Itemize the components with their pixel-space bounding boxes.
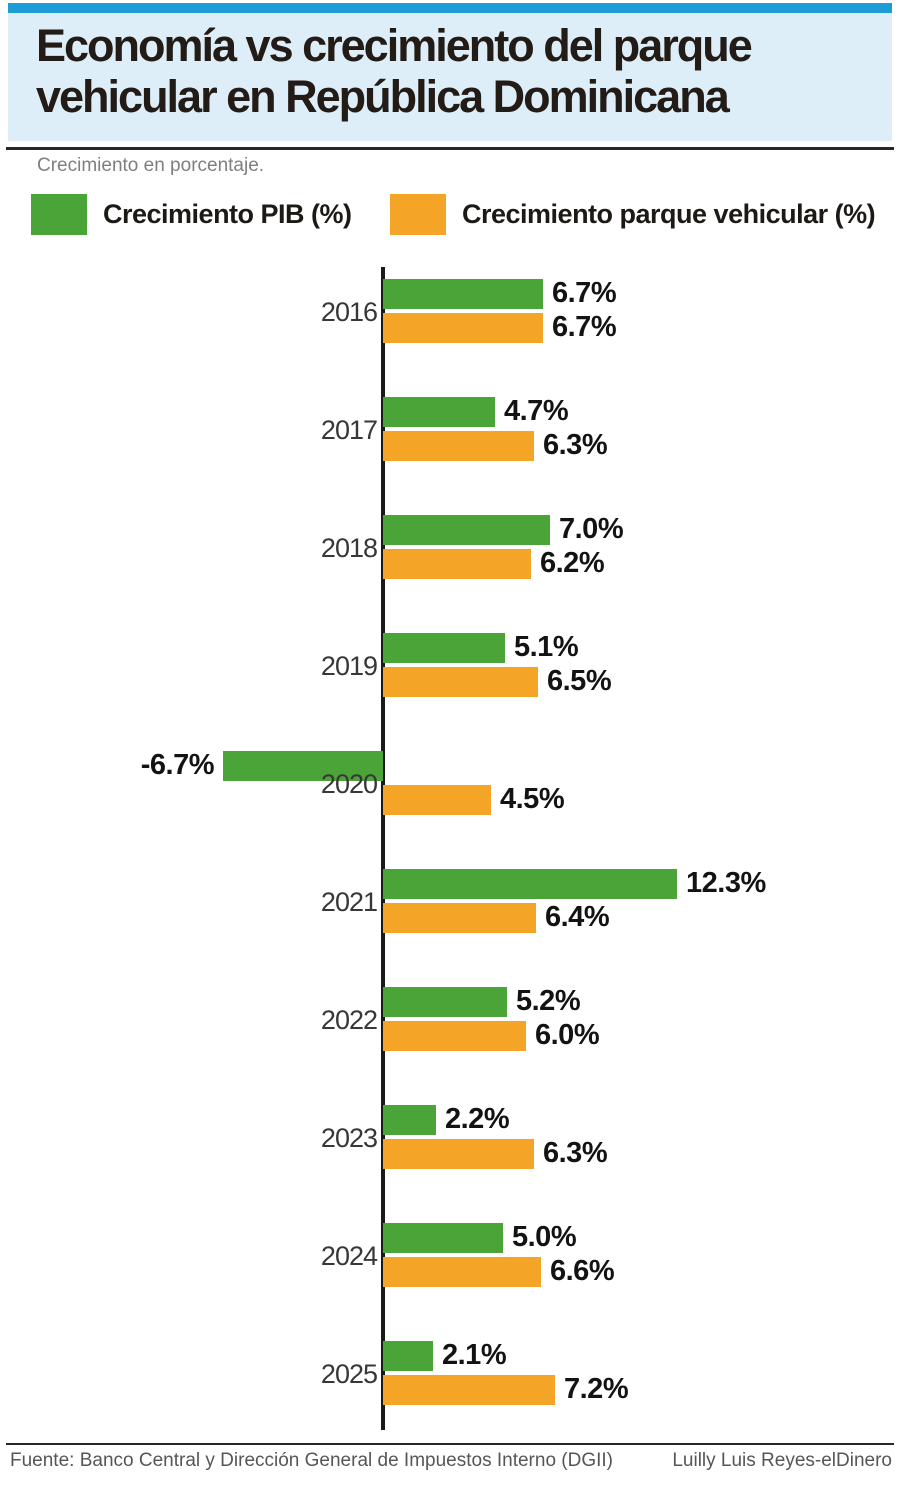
vehicular-bar-2024 bbox=[383, 1257, 541, 1287]
legend-item-vehicular: Crecimiento parque vehicular (%) bbox=[390, 193, 876, 235]
vehicular-value-label-2022: 6.0% bbox=[535, 1019, 600, 1051]
vehicular-value-label-2017: 6.3% bbox=[543, 429, 608, 461]
vehicular-value-label-2018: 6.2% bbox=[540, 547, 605, 579]
chart-y-axis bbox=[381, 267, 385, 1430]
vehicular-bar-2020 bbox=[383, 785, 491, 815]
pib-legend-swatch bbox=[31, 193, 87, 235]
year-label-2019: 2019 bbox=[320, 651, 378, 681]
page-title: Economía vs crecimiento del parque vehic… bbox=[36, 20, 856, 122]
header-accent-bar bbox=[8, 3, 892, 13]
pib-value-label-2023: 2.2% bbox=[445, 1103, 510, 1135]
credit-text: Luilly Luis Reyes-elDinero bbox=[672, 1450, 892, 1471]
vehicular-bar-2018 bbox=[383, 549, 531, 579]
vehicular-value-label-2019: 6.5% bbox=[547, 665, 612, 697]
year-label-2017: 2017 bbox=[320, 415, 378, 445]
pib-bar-2022 bbox=[383, 987, 507, 1017]
header-divider bbox=[6, 147, 894, 150]
header-panel bbox=[8, 13, 892, 141]
pib-value-label-2022: 5.2% bbox=[516, 985, 581, 1017]
pib-value-label-2021: 12.3% bbox=[686, 867, 766, 899]
pib-value-label-2018: 7.0% bbox=[559, 513, 624, 545]
pib-value-label-2024: 5.0% bbox=[512, 1221, 577, 1253]
year-label-2022: 2022 bbox=[320, 1005, 378, 1035]
vehicular-bar-2016 bbox=[383, 313, 543, 343]
page-title-line2: vehicular en República Dominicana bbox=[36, 71, 730, 122]
pib-bar-2025 bbox=[383, 1341, 433, 1371]
vehicular-bar-2021 bbox=[383, 903, 536, 933]
pib-bar-2018 bbox=[383, 515, 550, 545]
year-label-2020: 2020 bbox=[320, 769, 378, 799]
pib-bar-2019 bbox=[383, 633, 505, 663]
vehicular-bar-2025 bbox=[383, 1375, 555, 1405]
chart-subtitle: Crecimiento en porcentaje. bbox=[37, 155, 265, 176]
year-label-2024: 2024 bbox=[320, 1241, 378, 1271]
pib-bar-2024 bbox=[383, 1223, 503, 1253]
pib-bar-2017 bbox=[383, 397, 495, 427]
vehicular-value-label-2020: 4.5% bbox=[500, 783, 565, 815]
year-label-2018: 2018 bbox=[320, 533, 378, 563]
pib-value-label-2017: 4.7% bbox=[504, 395, 569, 427]
pib-value-label-2016: 6.7% bbox=[552, 277, 617, 309]
pib-bar-2016 bbox=[383, 279, 543, 309]
pib-bar-2023 bbox=[383, 1105, 436, 1135]
vehicular-value-label-2016: 6.7% bbox=[552, 311, 617, 343]
year-label-2025: 2025 bbox=[320, 1359, 378, 1389]
year-label-2023: 2023 bbox=[320, 1123, 378, 1153]
vehicular-value-label-2024: 6.6% bbox=[550, 1255, 615, 1287]
pib-bar-2020 bbox=[223, 751, 383, 781]
page-title-line1: Economía vs crecimiento del parque bbox=[36, 20, 753, 71]
footer-divider bbox=[6, 1443, 894, 1445]
pib-legend-label: Crecimiento PIB (%) bbox=[103, 198, 352, 229]
pib-value-label-2019: 5.1% bbox=[514, 631, 579, 663]
pib-value-label-2025: 2.1% bbox=[442, 1339, 507, 1371]
vehicular-legend-swatch bbox=[390, 193, 446, 235]
pib-value-label-2020: -6.7% bbox=[140, 749, 215, 781]
vehicular-value-label-2025: 7.2% bbox=[564, 1373, 629, 1405]
year-label-2016: 2016 bbox=[320, 297, 378, 327]
year-label-2021: 2021 bbox=[320, 887, 378, 917]
vehicular-bar-2022 bbox=[383, 1021, 526, 1051]
vehicular-bar-2023 bbox=[383, 1139, 534, 1169]
legend-item-pib: Crecimiento PIB (%) bbox=[31, 193, 352, 235]
vehicular-value-label-2021: 6.4% bbox=[545, 901, 610, 933]
source-text: Fuente: Banco Central y Dirección Genera… bbox=[10, 1450, 613, 1471]
vehicular-bar-2019 bbox=[383, 667, 538, 697]
vehicular-bar-2017 bbox=[383, 431, 534, 461]
vehicular-value-label-2023: 6.3% bbox=[543, 1137, 608, 1169]
pib-bar-2021 bbox=[383, 869, 677, 899]
vehicular-legend-label: Crecimiento parque vehicular (%) bbox=[462, 198, 876, 229]
